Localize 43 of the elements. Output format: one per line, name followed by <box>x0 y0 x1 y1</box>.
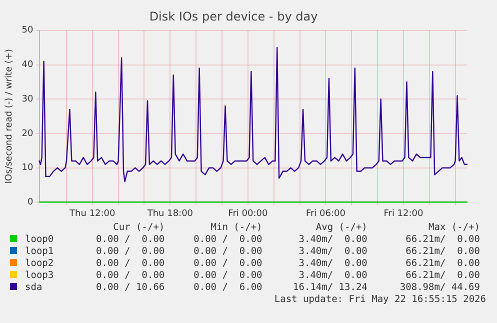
y-tick-label: 0 <box>28 198 34 208</box>
text: Avg (-/+) <box>314 222 368 234</box>
y-tick-label: 30 <box>22 94 34 104</box>
text: 0.00 / 0.00 <box>95 234 165 246</box>
y-tick-label: 20 <box>22 128 34 139</box>
text: Min (-/+) <box>210 222 262 234</box>
text: 0.00 / 0.00 <box>95 258 165 270</box>
y-tick-label: 40 <box>22 60 34 70</box>
text: 3.40m/ 0.00 <box>298 270 368 282</box>
text: 66.21m/ 0.00 <box>404 258 480 270</box>
text: Last update: Fri May 22 16:55:15 2026 <box>273 294 486 306</box>
x-tick-label: Fri 06:00 <box>306 208 346 219</box>
y-axis-title: IOs/second read (-) / write (+) <box>4 48 15 184</box>
text: 0.00 / 0.00 <box>192 270 262 282</box>
text: 308.98m/ 44.69 <box>398 282 480 294</box>
y-tick-label: 10 <box>22 163 34 174</box>
text: 66.21m/ 0.00 <box>404 234 480 246</box>
text: 0.00 / 10.66 <box>95 282 165 294</box>
legend-label: loop1 <box>24 246 55 258</box>
y-tick-label: 50 <box>22 26 34 36</box>
text: 0.00 / 0.00 <box>192 234 262 246</box>
text: 3.40m/ 0.00 <box>298 258 368 270</box>
x-tick-label: Fri 00:00 <box>228 208 268 219</box>
text: 3.40m/ 0.00 <box>298 234 368 246</box>
text: 0.00 / 0.00 <box>95 270 165 282</box>
text: Cur (-/+) <box>112 222 165 234</box>
x-tick-label: Thu 18:00 <box>146 208 194 219</box>
text: Max (-/+) <box>428 222 480 234</box>
legend-label: sda <box>24 282 44 294</box>
legend-label: loop2 <box>24 258 55 270</box>
x-tick-label: Thu 12:00 <box>68 208 116 219</box>
x-tick-label: Fri 12:00 <box>384 208 424 219</box>
legend-label: loop0 <box>24 234 55 246</box>
chart-title: Disk IOs per device - by day <box>149 9 318 24</box>
legend-label: loop3 <box>24 270 55 282</box>
text: 3.40m/ 0.00 <box>298 246 368 258</box>
text: 0.00 / 0.00 <box>192 246 262 258</box>
text: 0.00 / 0.00 <box>95 246 165 258</box>
text: 0.00 / 6.00 <box>192 282 262 294</box>
text: 16.14m/ 13.24 <box>292 282 368 294</box>
text: 66.21m/ 0.00 <box>404 270 480 282</box>
text: 66.21m/ 0.00 <box>404 246 480 258</box>
text: 0.00 / 0.00 <box>192 258 262 270</box>
